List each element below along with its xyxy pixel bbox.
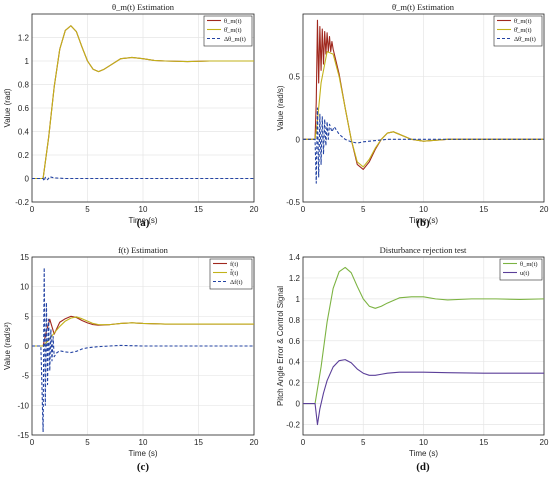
legend-entry: θ_m(t) <box>224 18 242 25</box>
legend-entry: Δθ_m(t) <box>224 36 246 43</box>
x-tick-label: 5 <box>85 205 90 214</box>
panel-label: (d) <box>416 461 430 473</box>
y-tick-label: 0.8 <box>289 316 301 325</box>
x-tick-label: 15 <box>194 438 203 447</box>
y-tick-label: 0.5 <box>289 73 301 82</box>
y-tick-label: 0.4 <box>289 358 301 367</box>
y-tick-label: 1.2 <box>18 34 30 43</box>
panel-label: (c) <box>137 461 150 473</box>
x-tick-label: 10 <box>139 205 148 214</box>
y-tick-label: 0.6 <box>18 104 30 113</box>
y-tick-label: 10 <box>20 283 29 292</box>
axes-frame <box>302 13 545 203</box>
y-tick-label: -15 <box>17 431 29 440</box>
legend: θ̇_m(t) θ̂̇_m(t) Δθ̇_m(t) <box>493 15 543 47</box>
y-tick-label: -5 <box>22 372 30 381</box>
y-tick-label: 0.2 <box>289 379 301 388</box>
x-tick-label: 0 <box>301 438 306 447</box>
chart-title: θ_m(t) Estimation <box>112 2 175 12</box>
y-tick-label: 0 <box>25 342 30 351</box>
series-line-2 <box>32 25 254 180</box>
chart-title: θ̇_m(t) Estimation <box>392 2 455 12</box>
panel-label: (a) <box>137 217 150 229</box>
legend-entry: θ̂̇_m(t) <box>514 27 532 34</box>
legend: f(t)f̂(t) Δf(t) <box>209 258 253 290</box>
legend-box <box>499 258 543 281</box>
legend: θ_m(t) u(t) <box>499 258 543 281</box>
chart-panel-3: 0 5 10 15 20 -15 -10 -5 0 5 10 15 f(t) Estimation Tim… <box>3 245 259 473</box>
series-line-2 <box>303 51 544 168</box>
y-tick-label: 15 <box>20 253 29 262</box>
y-tick-label: 1 <box>25 57 30 66</box>
series-line-1 <box>303 266 544 405</box>
chart-panel-4: 0 5 10 15 20-0.200.20.40.60.811.21.4Disturba… <box>276 245 549 473</box>
y-tick-label: -0.5 <box>286 198 300 207</box>
x-tick-label: 10 <box>419 438 428 447</box>
y-tick-label: 0.4 <box>18 128 30 137</box>
legend-entry: Δθ̇_m(t) <box>514 36 536 43</box>
legend-entry: Δf(t) <box>230 279 242 286</box>
y-tick-label: -10 <box>17 401 29 410</box>
y-axis-label: Pitch Angle Error & Control Signal <box>276 286 285 406</box>
series-line-2 <box>32 316 254 347</box>
x-tick-label: 10 <box>419 205 428 214</box>
y-tick-label: 0 <box>296 135 301 144</box>
chart-title: f(t) Estimation <box>118 245 169 255</box>
legend-entry: θ_m(t) <box>520 261 538 268</box>
y-tick-label: -0.2 <box>15 198 29 207</box>
legend-entry: f̂(t) <box>230 269 239 277</box>
series-line-2 <box>303 359 544 426</box>
x-tick-label: 0 <box>30 438 35 447</box>
x-tick-label: 5 <box>85 438 90 447</box>
y-tick-label: 1 <box>296 295 301 304</box>
y-axis-label: Value (rad) <box>3 88 12 127</box>
legend-entry: θ̇_m(t) <box>514 18 532 25</box>
x-axis-label: Time (s) <box>409 449 438 458</box>
y-tick-label: -0.2 <box>286 421 300 430</box>
y-tick-label: 0 <box>25 175 30 184</box>
x-tick-label: 15 <box>479 205 488 214</box>
x-tick-label: 20 <box>250 438 259 447</box>
y-tick-label: 0 <box>296 400 301 409</box>
series-line-3 <box>303 107 544 184</box>
x-axis-label: Time (s) <box>128 449 157 458</box>
y-tick-label: 0.6 <box>289 337 301 346</box>
x-tick-label: 0 <box>301 205 306 214</box>
x-tick-label: 15 <box>479 438 488 447</box>
x-tick-label: 5 <box>361 205 366 214</box>
x-tick-label: 20 <box>540 438 549 447</box>
axes-frame <box>31 13 255 203</box>
legend-entry: θ̂_m(t) <box>224 27 242 34</box>
legend-entry: u(t) <box>520 270 529 277</box>
x-axis-label: Time (s) <box>409 216 438 225</box>
chart-panel-1: 0 5 10 15 20-0.200.20.40.60.811.2θ_m(t) Esti… <box>3 2 259 229</box>
panel-label: (b) <box>416 217 430 229</box>
y-tick-label: 5 <box>25 312 30 321</box>
axes-frame <box>302 256 545 436</box>
legend-entry: f(t) <box>230 261 238 268</box>
x-tick-label: 5 <box>361 438 366 447</box>
y-tick-label: 0.8 <box>18 81 30 90</box>
y-tick-label: 0.2 <box>18 151 30 160</box>
chart-title: Disturbance rejection test <box>380 245 467 255</box>
x-axis-label: Time (s) <box>128 216 157 225</box>
y-tick-label: 1.4 <box>289 253 301 262</box>
x-tick-label: 0 <box>30 205 35 214</box>
x-tick-label: 15 <box>194 205 203 214</box>
x-tick-label: 20 <box>540 205 549 214</box>
y-axis-label: Value (rad/s²) <box>3 322 12 370</box>
y-tick-label: 1.2 <box>289 274 301 283</box>
legend: θ_m(t) θ̂_m(t) Δθ_m(t) <box>203 15 253 47</box>
y-axis-label: Value (rad/s) <box>276 85 285 131</box>
x-tick-label: 10 <box>139 438 148 447</box>
x-tick-label: 20 <box>250 205 259 214</box>
